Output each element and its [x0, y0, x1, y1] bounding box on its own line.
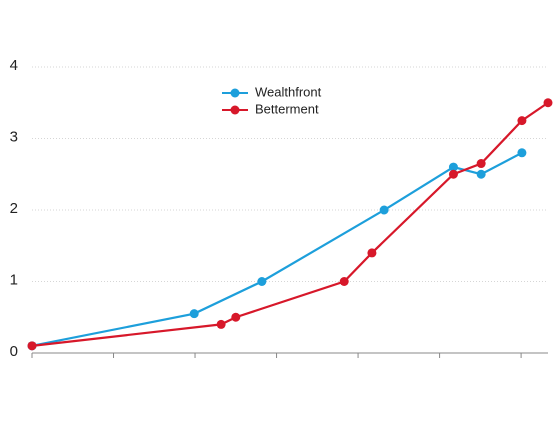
series-line	[31, 101, 549, 347]
y-tick-label: 0	[10, 343, 18, 360]
legend-label: Wealthfront	[255, 84, 322, 99]
data-point	[543, 98, 553, 108]
y-tick-label: 3	[10, 128, 18, 145]
data-point	[27, 341, 37, 351]
legend-marker	[230, 105, 240, 115]
series-line	[31, 151, 523, 347]
data-point	[476, 169, 486, 179]
data-point	[367, 248, 377, 258]
data-point	[476, 159, 486, 169]
data-point	[448, 162, 458, 172]
legend-marker	[230, 88, 240, 98]
y-tick-label: 2	[10, 200, 18, 217]
data-point	[517, 148, 527, 158]
data-point	[257, 277, 267, 286]
data-point	[339, 277, 349, 286]
y-tick-label: 4	[10, 57, 18, 74]
data-point	[231, 312, 241, 322]
y-tick-label: 1	[10, 271, 18, 288]
data-point	[379, 205, 389, 215]
legend-label: Betterment	[255, 101, 319, 116]
data-point	[216, 319, 226, 329]
data-point	[189, 309, 199, 319]
data-point	[517, 116, 527, 126]
data-point	[448, 169, 458, 179]
